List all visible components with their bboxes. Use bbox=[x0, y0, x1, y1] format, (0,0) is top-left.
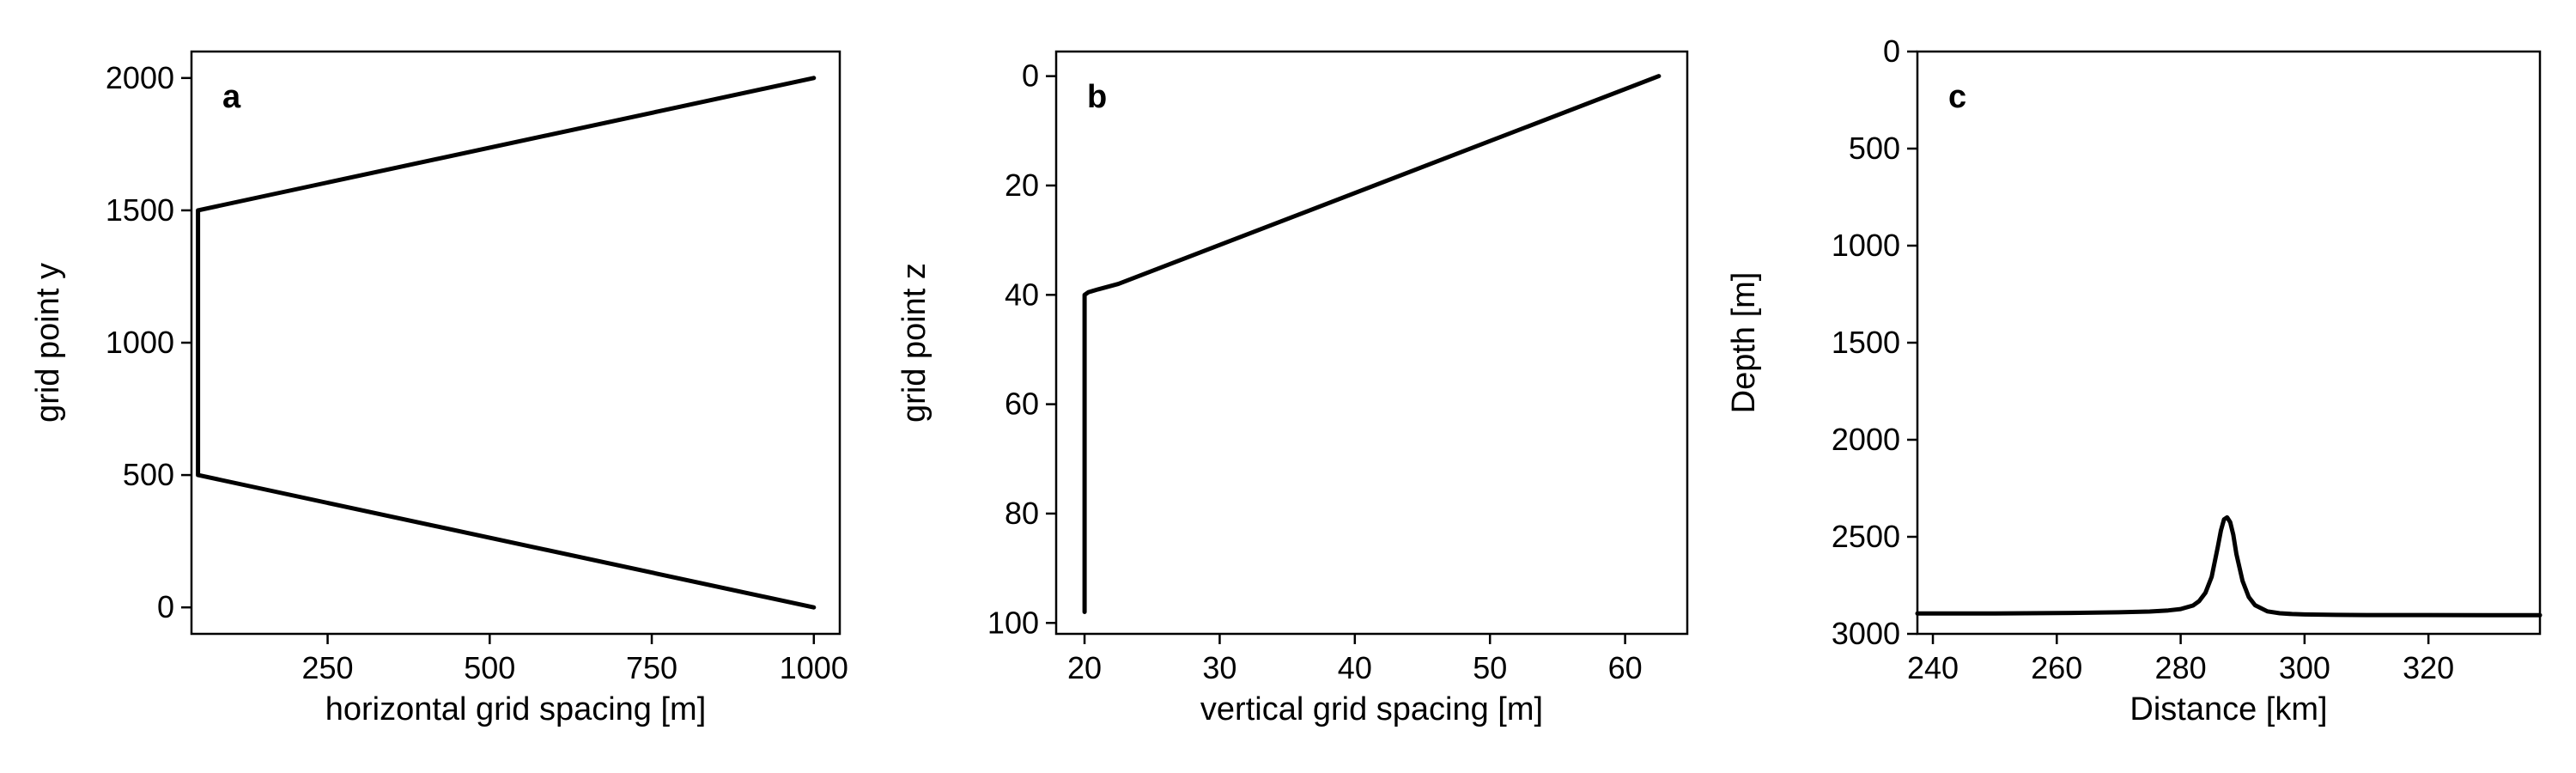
y-tick-label: 60 bbox=[1005, 386, 1039, 422]
y-tick-label: 2000 bbox=[1832, 422, 1900, 457]
plot-frame bbox=[1054, 50, 1689, 636]
y-tick-label: 2500 bbox=[1832, 519, 1900, 554]
y-tick-label: 1000 bbox=[106, 325, 174, 360]
y-axis-label: grid point z bbox=[896, 263, 933, 423]
x-tick-label: 250 bbox=[302, 650, 354, 685]
y-tick-label: 1500 bbox=[1832, 325, 1900, 360]
y-tick-label: 500 bbox=[1849, 131, 1900, 166]
plot-frame bbox=[1916, 50, 2542, 636]
y-tick-label: 2000 bbox=[106, 60, 174, 95]
y-axis-label: grid point y bbox=[30, 263, 66, 423]
y-tick-label: 1000 bbox=[1832, 228, 1900, 263]
plot-frame bbox=[190, 50, 841, 636]
y-tick-label: 0 bbox=[157, 589, 174, 624]
y-axis-label: Depth [m] bbox=[1726, 272, 1762, 414]
x-tick-label: 260 bbox=[2031, 650, 2082, 685]
y-tick-label: 0 bbox=[1883, 33, 1900, 69]
x-tick-label: 280 bbox=[2155, 650, 2207, 685]
series-line bbox=[1915, 514, 2543, 618]
x-tick-label: 30 bbox=[1202, 650, 1236, 685]
x-tick-label: 50 bbox=[1473, 650, 1507, 685]
y-tick-label: 1500 bbox=[106, 192, 174, 228]
y-tick-label: 100 bbox=[987, 605, 1039, 640]
x-axis-label: horizontal grid spacing [m] bbox=[325, 691, 707, 727]
panel-a: 250 500 750 1000 0 500 1000 1500 2000 horizontal … bbox=[30, 50, 848, 727]
panel-label: a bbox=[222, 79, 241, 115]
y-tick-label: 40 bbox=[1005, 277, 1039, 312]
x-tick-label: 500 bbox=[464, 650, 515, 685]
panel-label: c bbox=[1948, 79, 1966, 115]
y-tick-label: 500 bbox=[123, 457, 174, 492]
x-tick-label: 60 bbox=[1608, 650, 1643, 685]
panel-b: 20 30 40 50 60 0 20 40 60 80 100 vertical grid spac… bbox=[896, 50, 1689, 727]
x-axis-label: vertical grid spacing [m] bbox=[1200, 691, 1543, 727]
x-tick-label: 240 bbox=[1907, 650, 1959, 685]
x-tick-label: 40 bbox=[1338, 650, 1372, 685]
series-line bbox=[196, 76, 817, 610]
x-axis-label: Distance [km] bbox=[2129, 691, 2327, 727]
series-line bbox=[1082, 74, 1662, 614]
x-tick-label: 20 bbox=[1067, 650, 1102, 685]
panel-label: b bbox=[1087, 79, 1107, 115]
x-tick-label: 300 bbox=[2279, 650, 2330, 685]
x-tick-label: 1000 bbox=[780, 650, 848, 685]
y-tick-label: 20 bbox=[1005, 167, 1039, 203]
panel-c: 240 260 280 300 320 0 500 1000 1500 2000 2500 3000 D… bbox=[1726, 33, 2543, 727]
y-tick-label: 80 bbox=[1005, 496, 1039, 531]
x-tick-label: 750 bbox=[626, 650, 677, 685]
y-tick-label: 3000 bbox=[1832, 616, 1900, 651]
x-tick-label: 320 bbox=[2403, 650, 2454, 685]
y-tick-label: 0 bbox=[1022, 58, 1039, 94]
